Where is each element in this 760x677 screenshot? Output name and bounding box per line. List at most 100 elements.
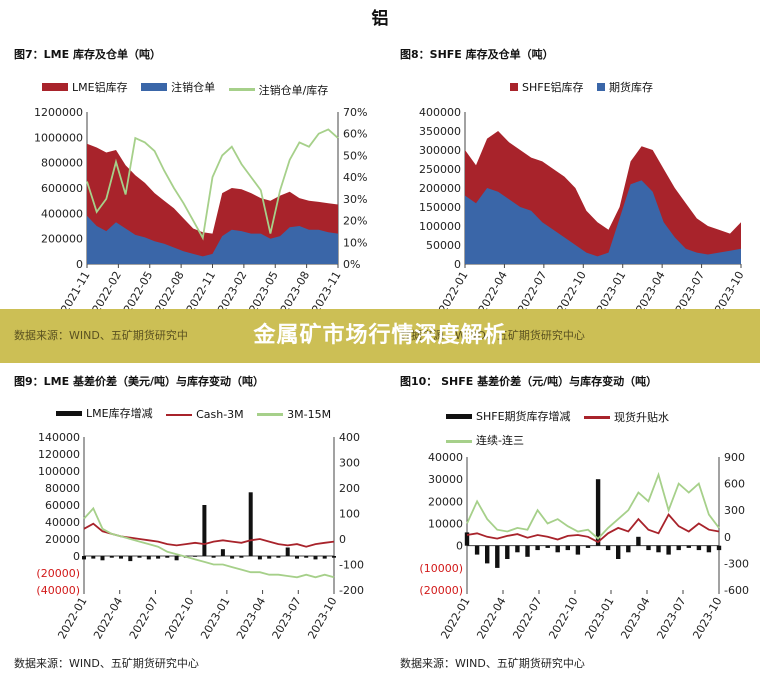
y-tick-label: 20000 xyxy=(45,533,80,546)
y2-tick-label: -600 xyxy=(724,584,749,597)
y2-tick-label: 10% xyxy=(343,236,367,249)
bar xyxy=(646,545,651,551)
area-series xyxy=(87,215,338,264)
y2-tick-label: 200 xyxy=(339,482,360,495)
y-tick-label: 10000 xyxy=(428,518,463,531)
legend-label: SHFE期货库存增减 xyxy=(476,409,571,423)
chart-title: 图10： SHFE 基差价差（元/吨）与库存变动（吨） xyxy=(400,375,658,388)
bar xyxy=(495,545,500,568)
y-tick-label: 30000 xyxy=(428,473,463,486)
chart-svg-fig7: 0 200000 400000 600000 800000 1000000 1200000 0… xyxy=(34,106,367,310)
y-tick-label: 50000 xyxy=(426,239,461,252)
legend-swatch xyxy=(42,83,68,91)
x-tick-label: 2022-04 xyxy=(91,595,125,641)
chart-panel-fig8: 图8：SHFE 库存及仓单（吨） SHFE铝库存 期货库存 0 50000 1000… xyxy=(380,0,760,310)
bar xyxy=(696,545,702,551)
bar xyxy=(165,556,170,558)
y-tick-label: 20000 xyxy=(428,495,463,508)
x-tick-label: 2023-10 xyxy=(690,595,724,641)
legend-label: 注销仓单 xyxy=(171,81,216,94)
bar xyxy=(636,536,641,546)
bar xyxy=(137,556,142,558)
x-tick-label: 2023-07 xyxy=(673,269,707,310)
bar xyxy=(146,556,151,560)
y-tick-label: 100000 xyxy=(38,465,80,478)
bar xyxy=(706,545,712,553)
legend-item: 3M-15M xyxy=(257,408,331,421)
bar xyxy=(295,556,299,559)
bar xyxy=(304,556,309,558)
y-tick-label: (20000) xyxy=(419,584,463,597)
legend-label: 注销仓单/库存 xyxy=(258,83,329,97)
y2-tick-label: 20% xyxy=(343,215,367,228)
y2-tick-label: 70% xyxy=(343,106,367,119)
x-tick-label: 2022-01 xyxy=(55,595,89,641)
bar xyxy=(545,545,550,548)
y-tick-label: (20000) xyxy=(36,567,80,580)
legend-swatch xyxy=(597,83,606,91)
chart-svg-fig8: 0 50000 100000 150000 200000 250000 300000 3500… xyxy=(419,106,747,310)
x-tick-label: 2022-04 xyxy=(476,269,510,310)
banner: 数据来源：WIND、五矿期货研究中 数据来源：WIND、五矿期货研究中心 金属矿… xyxy=(0,309,760,363)
x-tick-label: 2023-02 xyxy=(215,269,249,310)
y-tick-label: 1000000 xyxy=(34,131,83,144)
legend-item: 注销仓单/库存 xyxy=(228,82,329,98)
chart-svg-fig10: (20000) (10000) 0 10000 20000 30000 40000 -600 -… xyxy=(419,451,749,641)
bar xyxy=(605,545,611,551)
y2-tick-label: -200 xyxy=(339,584,364,597)
y-tick-label: 0 xyxy=(73,550,80,563)
x-tick-label: 2023-10 xyxy=(305,595,339,641)
y2-tick-label: 30% xyxy=(343,193,367,206)
y-tick-label: 200000 xyxy=(419,182,461,195)
bar xyxy=(666,545,671,555)
legend-label: 期货库存 xyxy=(609,81,654,94)
legend-item: 现货升贴水 xyxy=(584,407,669,429)
y-tick-label: 140000 xyxy=(38,431,80,444)
x-tick-label: 2022-07 xyxy=(510,595,544,641)
line-series xyxy=(86,128,339,241)
x-tick-label: 2022-07 xyxy=(515,269,549,310)
chart-legend: SHFE期货库存增减 现货升贴水 连续-连三 xyxy=(446,405,726,452)
bar xyxy=(109,556,114,558)
legend-item: SHFE铝库存 xyxy=(510,79,584,95)
line-series xyxy=(466,513,720,544)
y2-tick-label: -100 xyxy=(339,559,364,572)
bar xyxy=(220,549,225,556)
bar xyxy=(82,556,86,560)
bar xyxy=(230,556,235,559)
bar xyxy=(239,556,244,558)
x-tick-label: 2023-04 xyxy=(234,595,268,641)
x-tick-label: 2023-01 xyxy=(582,595,616,641)
bar xyxy=(686,545,691,548)
chart-title: 图8：SHFE 库存及仓单（吨） xyxy=(400,48,554,61)
source-note: 数据来源：WIND、五矿期货研究中心 xyxy=(14,657,199,670)
y-tick-label: 400000 xyxy=(41,207,83,220)
line-series xyxy=(83,506,335,579)
banner-title: 金属矿市场行情深度解析 xyxy=(253,323,507,348)
y-tick-label: 80000 xyxy=(45,482,80,495)
y-tick-label: 600000 xyxy=(41,182,83,195)
area-series xyxy=(465,180,741,264)
bar xyxy=(91,556,96,559)
bar xyxy=(616,545,621,559)
legend-item: LME库存增减 xyxy=(56,405,153,421)
legend-swatch xyxy=(584,416,611,419)
legend-item: Cash-3M xyxy=(166,408,244,421)
x-tick-label: 2022-05 xyxy=(121,269,155,310)
x-tick-label: 2023-04 xyxy=(633,269,667,310)
x-tick-label: 2023-11 xyxy=(309,269,343,310)
bar xyxy=(128,556,133,562)
bar xyxy=(267,556,272,559)
line-series xyxy=(83,522,335,548)
x-tick-label: 2023-04 xyxy=(618,595,652,641)
x-tick-label: 2022-10 xyxy=(546,595,580,641)
legend-swatch xyxy=(228,88,255,91)
x-tick-label: 2022-04 xyxy=(474,595,508,641)
y2-tick-label: 0% xyxy=(343,258,360,271)
y-tick-label: (10000) xyxy=(419,562,463,575)
page-heading: 铝 xyxy=(371,9,389,29)
x-tick-label: 2023-07 xyxy=(270,595,304,641)
chart-title: 图9：LME 基差价差（美元/吨）与库存变动（吨） xyxy=(14,375,264,388)
legend-swatch xyxy=(56,410,82,416)
x-tick-label: 2021-11 xyxy=(58,269,92,310)
